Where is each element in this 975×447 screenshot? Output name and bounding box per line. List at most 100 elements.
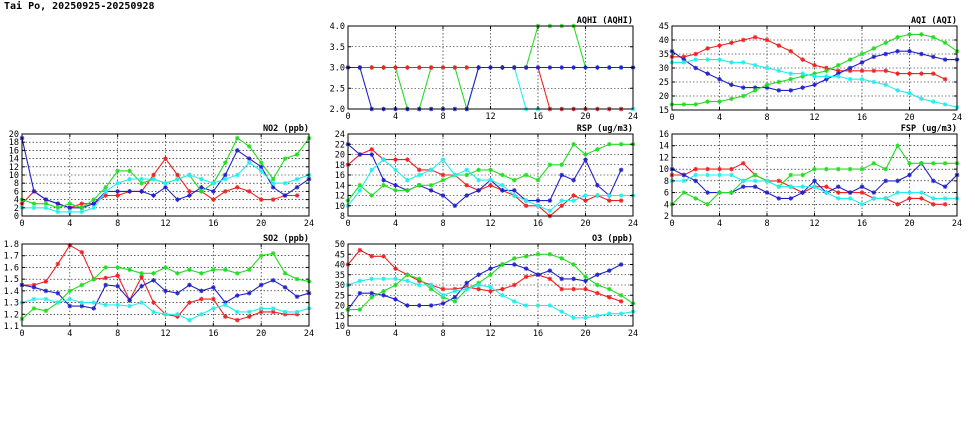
aqhi-series-blue-point <box>583 65 588 70</box>
rsp-series-blue-point <box>583 157 588 162</box>
aqhi-series-red-point <box>464 65 470 70</box>
o3-series-blue-point <box>547 268 553 273</box>
fsp-series-green-point <box>871 160 877 166</box>
o3-series-green-point <box>547 251 553 257</box>
rsp-series-red-point <box>464 182 470 188</box>
no2-ytick-label: 18 <box>9 138 19 148</box>
so2-series-blue-point <box>103 282 109 288</box>
o3-series-red-point <box>488 288 493 294</box>
fsp-series-cyan-point <box>883 196 889 201</box>
o3-series-green-point <box>416 276 422 282</box>
rsp-series-green-point <box>618 141 624 147</box>
aqi-series-red-point <box>729 40 734 46</box>
aqi-series-green-point <box>752 88 758 93</box>
o3-ytick-label: 40 <box>335 261 345 271</box>
no2-series-blue-point <box>55 201 61 206</box>
so2-series-cyan-point <box>103 302 109 308</box>
o3-series-blue-point <box>583 278 588 284</box>
aqi-series-cyan-point <box>693 57 699 62</box>
no2-series-cyan-point <box>258 168 264 174</box>
rsp-series-cyan-point <box>488 177 493 183</box>
fsp-series-blue-point <box>812 178 817 184</box>
rsp-series-green-point <box>547 162 553 168</box>
rsp-series-green-point <box>476 167 481 173</box>
fsp-series-blue-point <box>788 196 794 201</box>
no2-ytick-label: 16 <box>9 146 19 156</box>
fsp-series-blue-point <box>693 178 699 184</box>
aqi-series-green-point <box>835 62 841 68</box>
so2-series-red-point <box>270 309 276 315</box>
no2-xtick-label: 12 <box>160 219 170 229</box>
o3-series-green-point <box>452 299 458 304</box>
fsp-series-blue-point <box>883 178 889 184</box>
so2-series-blue-point <box>270 278 276 283</box>
no2-series-blue-point <box>234 148 240 153</box>
aqi-series-red-point <box>752 34 758 40</box>
so2-series-cyan-point <box>127 303 132 309</box>
aqi-series-cyan-point <box>824 74 829 79</box>
so2-series-red-point <box>43 279 49 284</box>
fsp-series-green-point <box>847 166 853 172</box>
aqhi-series-red-point <box>440 65 446 70</box>
so2-series-cyan-point <box>234 309 240 315</box>
rsp-series-red-point <box>405 157 410 162</box>
so2-series-red-point <box>55 261 61 267</box>
aqi-series-cyan-point <box>729 60 734 65</box>
aqi-series-blue-point <box>847 65 853 71</box>
no2-ytick-label: 14 <box>9 155 19 165</box>
no2-series-cyan-point <box>222 176 228 182</box>
no2-series-red-point <box>103 193 109 198</box>
o3-series-cyan-point <box>583 315 588 321</box>
o3-series-red-point <box>381 254 386 259</box>
fsp-series-green-point <box>717 190 722 195</box>
o3-series-cyan-point <box>547 303 553 308</box>
no2-series-red-point <box>163 156 168 161</box>
fsp-series-green-point <box>824 166 829 172</box>
fsp-series-cyan-point <box>705 172 710 178</box>
aqi-series-green-point <box>930 34 936 40</box>
aqhi-xtick-label: 12 <box>485 112 495 122</box>
aqi-series-red-point <box>871 68 877 74</box>
no2-series-green-point <box>246 144 252 149</box>
fsp-series-cyan-point <box>752 178 758 184</box>
o3-xtick-label: 8 <box>440 329 445 339</box>
so2-series-green-point <box>258 253 264 259</box>
fsp-series-cyan-point <box>835 196 841 201</box>
o3-series-blue-point <box>416 303 422 308</box>
so2-xtick-label: 12 <box>160 329 170 339</box>
o3-series-green-point <box>393 282 398 288</box>
no2-series-cyan-point <box>282 180 288 186</box>
no2-series-blue-point <box>175 197 180 202</box>
so2-series-green-point <box>163 265 168 270</box>
fsp-series-cyan-point <box>812 184 817 190</box>
no2-series-blue-point <box>43 197 49 202</box>
so2-xtick-label: 4 <box>67 329 72 339</box>
o3-series-green-point <box>511 256 517 261</box>
fsp-series-cyan-point <box>788 184 794 190</box>
aqhi-series-blue-point <box>535 65 541 70</box>
page-title: Tai Po, 20250925-20250928 <box>4 1 155 12</box>
o3-series-green-point <box>559 256 565 261</box>
fsp-series-green-point <box>812 166 817 172</box>
fsp-series-cyan-point <box>847 196 853 201</box>
o3-series-blue-point <box>357 290 363 296</box>
no2-series-cyan-point <box>187 172 192 178</box>
o3-series-cyan-point <box>476 282 481 288</box>
rsp-ytick-label: 10 <box>335 202 345 212</box>
fsp-ytick-label: 16 <box>659 130 669 140</box>
o3-series-green-point <box>357 307 363 312</box>
so2-ytick-label: 1.8 <box>4 240 19 250</box>
no2-series-green-point <box>115 168 120 174</box>
rsp-xtick-label: 16 <box>533 219 543 229</box>
aqi-series-green-point <box>788 76 794 82</box>
so2-series-blue-point <box>43 288 49 294</box>
aqhi-ytick-label: 3.5 <box>330 43 345 53</box>
fsp-series-cyan-point <box>907 190 912 195</box>
aqhi-series-blue-point <box>476 65 481 70</box>
rsp-ytick-label: 18 <box>335 161 345 171</box>
so2-ytick-label: 1.7 <box>4 252 19 262</box>
aqi-series-blue-point <box>800 85 805 90</box>
o3-ytick-label: 50 <box>335 240 345 250</box>
no2-series-blue-point <box>187 193 192 198</box>
no2-series-cyan-point <box>103 189 109 194</box>
